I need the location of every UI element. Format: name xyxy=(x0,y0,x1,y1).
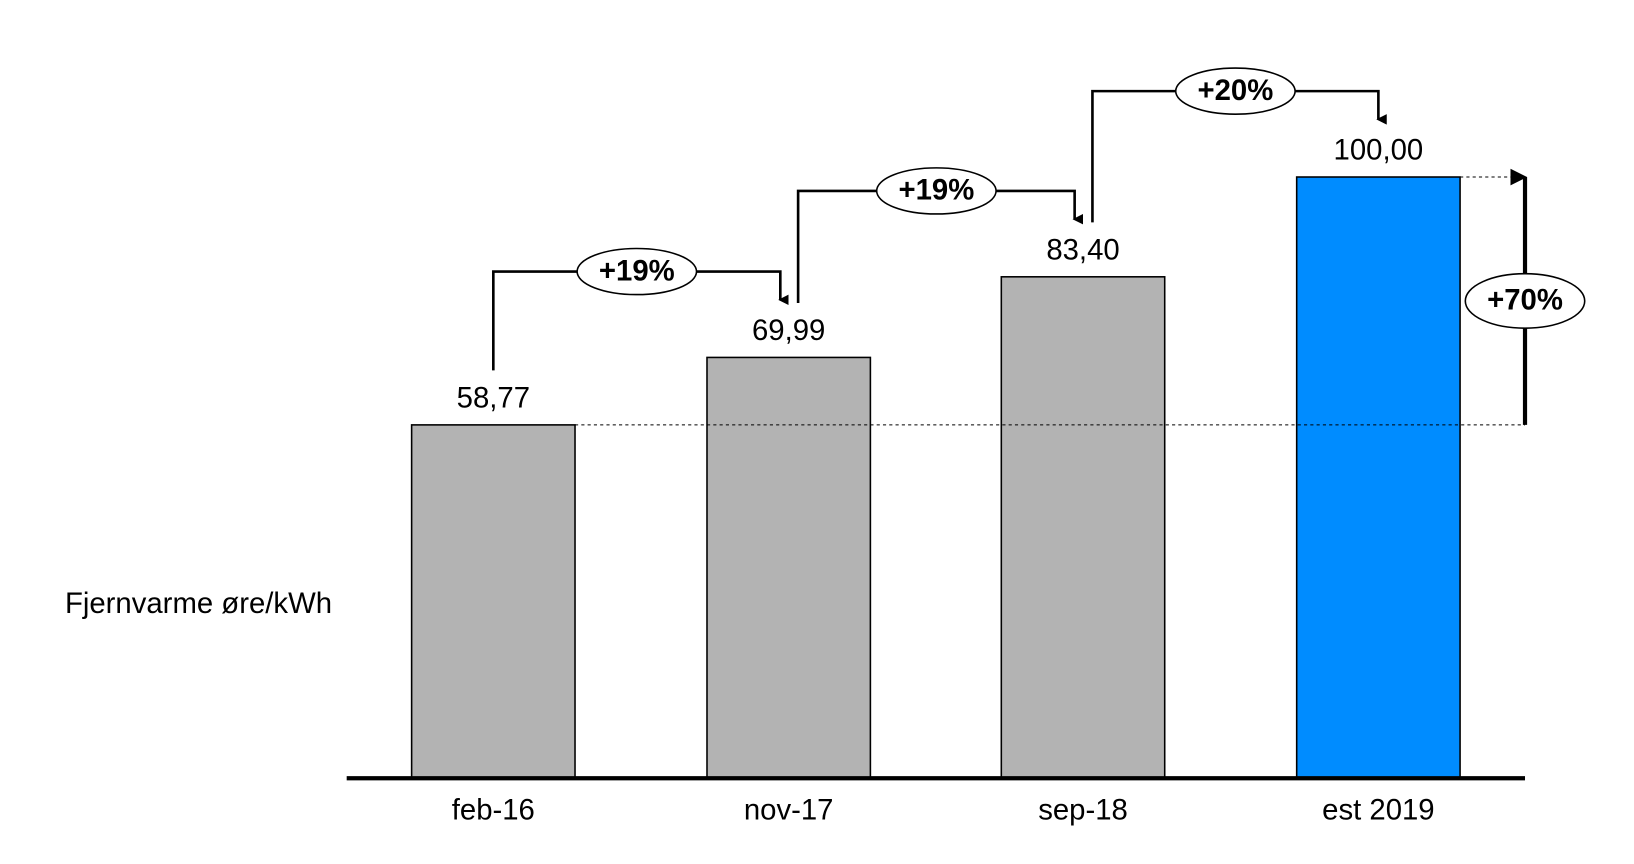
bar xyxy=(1295,176,1461,780)
value-label: 69,99 xyxy=(752,314,825,347)
annotation-bubble xyxy=(875,167,997,215)
value-label: 83,40 xyxy=(1046,233,1119,266)
bar xyxy=(706,356,872,780)
x-tick-label: sep-18 xyxy=(1038,793,1128,826)
plot: Fjernvarme øre/kWh 58,77 feb-16 69,99 nov-1… xyxy=(65,67,1586,826)
value-label: 58,77 xyxy=(457,382,530,415)
bar xyxy=(1000,276,1166,780)
x-tick-label: feb-16 xyxy=(452,793,535,826)
y-axis-label: Fjernvarme øre/kWh xyxy=(65,587,332,620)
annotation-bubble xyxy=(1174,67,1296,115)
annotation: +19% xyxy=(898,174,974,207)
value-label: 100,00 xyxy=(1334,134,1424,167)
x-tick-label: est 2019 xyxy=(1322,793,1434,826)
annotation-bubble xyxy=(576,247,698,296)
annotation-bubble xyxy=(1464,272,1586,329)
annotation: +20% xyxy=(1198,74,1274,107)
bar xyxy=(410,424,576,780)
annotation: +70% xyxy=(1487,284,1563,317)
annotation: +19% xyxy=(599,254,675,287)
x-tick-label: nov-17 xyxy=(744,793,834,826)
